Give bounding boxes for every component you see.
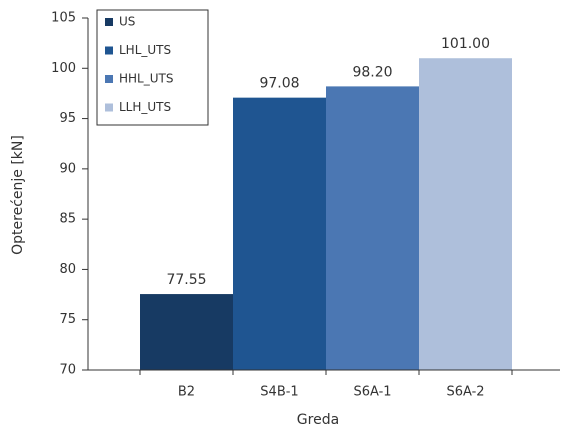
y-tick-label: 90 xyxy=(59,161,76,176)
legend-swatch xyxy=(105,103,113,112)
x-tick-label: S6A-2 xyxy=(446,385,484,400)
y-axis-label: Opterećenje [kN] xyxy=(10,135,26,255)
x-tick-label: S4B-1 xyxy=(260,385,298,400)
legend-label: US xyxy=(119,15,135,29)
legend-box xyxy=(96,9,209,126)
legend-label: LLH_UTS xyxy=(119,100,171,114)
value-label: 101.00 xyxy=(441,36,490,52)
y-tick-label: 75 xyxy=(59,312,76,327)
x-tick-label: S6A-1 xyxy=(353,385,391,400)
y-tick-label: 80 xyxy=(59,262,76,277)
value-label: 77.55 xyxy=(166,272,206,288)
bar xyxy=(326,86,419,370)
legend-label: LHL_UTS xyxy=(119,43,171,57)
legend-swatch xyxy=(105,18,113,26)
bar xyxy=(233,97,326,370)
y-tick-label: 70 xyxy=(59,363,76,378)
y-tick-label: 95 xyxy=(59,111,76,126)
legend-swatch xyxy=(105,75,113,83)
y-tick-label: 85 xyxy=(59,212,76,227)
legend-label: HHL_UTS xyxy=(119,72,173,86)
x-axis-label: Greda xyxy=(297,412,339,428)
bar xyxy=(140,294,233,370)
bar xyxy=(419,58,512,370)
y-tick-label: 105 xyxy=(51,11,76,26)
legend-swatch xyxy=(105,46,113,55)
value-label: 98.20 xyxy=(352,64,392,80)
y-tick-label: 100 xyxy=(51,61,76,76)
x-tick-label: B2 xyxy=(178,385,195,400)
value-label: 97.08 xyxy=(259,76,299,92)
